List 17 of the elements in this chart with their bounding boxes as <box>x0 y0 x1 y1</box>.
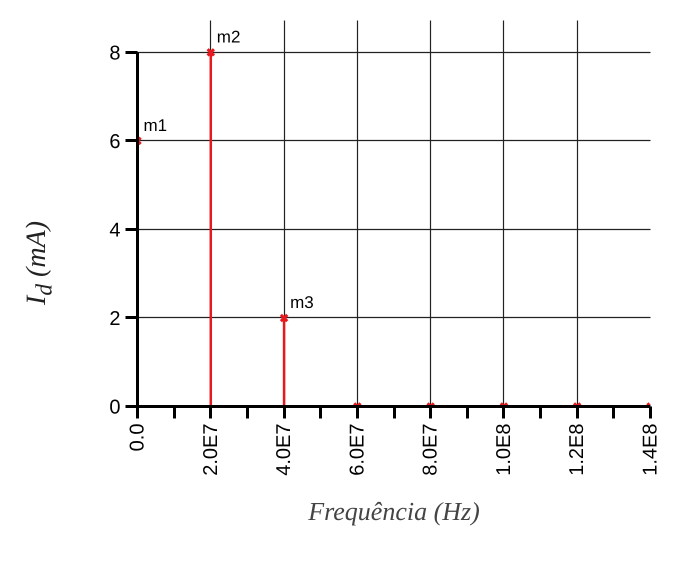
x-axis-title: Frequência (Hz) <box>307 496 480 526</box>
y-tick-label: 4 <box>109 219 120 242</box>
x-tick-label: 8.0E7 <box>420 424 442 476</box>
x-tick-label: 1.4E8 <box>640 424 662 476</box>
y-tick-label: 0 <box>109 396 120 418</box>
annotation: m2 <box>216 27 240 46</box>
x-tick-label: 2.0E7 <box>200 424 222 476</box>
y-tick-label: 8 <box>109 42 120 64</box>
x-tick-label: 4.0E7 <box>273 424 296 476</box>
x-tick-label: 6.0E7 <box>346 424 368 476</box>
x-tick-label: 1.0E8 <box>492 424 515 476</box>
x-tick-label: 1.2E8 <box>566 424 588 476</box>
annotation: m3 <box>290 292 314 312</box>
x-tick-label: 0.0 <box>126 423 148 452</box>
y-tick-label: 6 <box>109 130 120 153</box>
y-tick-label: 2 <box>109 308 120 330</box>
annotation: m1 <box>144 116 168 135</box>
